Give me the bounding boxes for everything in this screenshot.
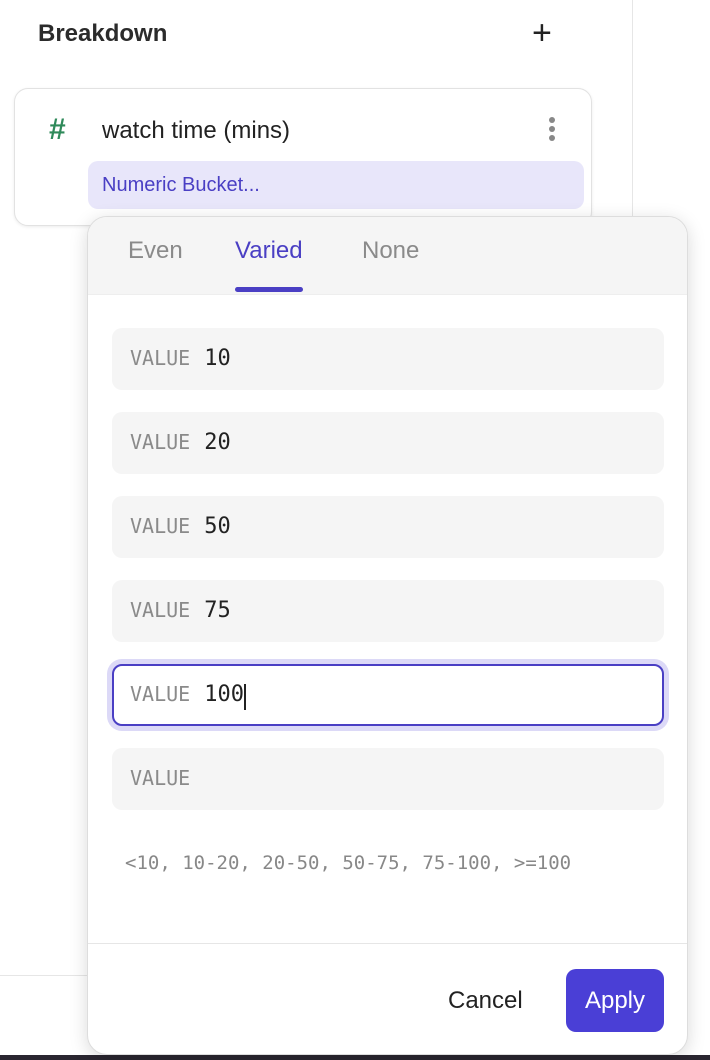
value-label: VALUE <box>130 346 191 370</box>
hash-icon: # <box>49 113 66 146</box>
value-input-focused[interactable]: VALUE 100 <box>112 664 664 726</box>
value-text: 20 <box>204 430 231 455</box>
value-label: VALUE <box>130 598 191 622</box>
breakdown-item-card: # watch time (mins) Numeric Bucket... <box>14 88 592 226</box>
value-text: 50 <box>204 514 231 539</box>
value-text: 100 <box>204 682 244 707</box>
plus-icon[interactable]: + <box>532 14 552 52</box>
bucket-summary: <10, 10-20, 20-50, 50-75, 75-100, >=100 <box>125 852 572 874</box>
kebab-icon[interactable] <box>545 117 559 147</box>
field-name: watch time (mins) <box>102 117 291 144</box>
tab-even[interactable]: Even <box>128 237 183 264</box>
bucket-popup: Even Varied None VALUE 10 VALUE 20 VALUE 50… <box>87 216 688 1055</box>
apply-button[interactable]: Apply <box>566 969 664 1032</box>
bucket-tabs: Even Varied None <box>88 217 687 295</box>
value-label: VALUE <box>130 766 191 790</box>
value-input[interactable]: VALUE 10 <box>112 328 664 390</box>
text-caret <box>243 683 246 710</box>
tab-none[interactable]: None <box>362 237 420 264</box>
value-input[interactable]: VALUE 50 <box>112 496 664 558</box>
tab-varied[interactable]: Varied <box>235 237 303 292</box>
value-label: VALUE <box>130 514 191 538</box>
panel-divider-horizontal <box>0 975 100 976</box>
value-input-empty[interactable]: VALUE <box>112 748 664 810</box>
cancel-button[interactable]: Cancel <box>448 987 523 1014</box>
value-text: 75 <box>204 598 231 623</box>
value-text: 10 <box>204 346 231 371</box>
breakdown-title: Breakdown <box>38 20 168 47</box>
value-label: VALUE <box>130 430 191 454</box>
window-edge <box>0 1055 710 1060</box>
value-label: VALUE <box>130 682 191 706</box>
value-input[interactable]: VALUE 20 <box>112 412 664 474</box>
numeric-bucket-button[interactable]: Numeric Bucket... <box>88 161 584 209</box>
value-input[interactable]: VALUE 75 <box>112 580 664 642</box>
footer-divider <box>88 943 687 944</box>
